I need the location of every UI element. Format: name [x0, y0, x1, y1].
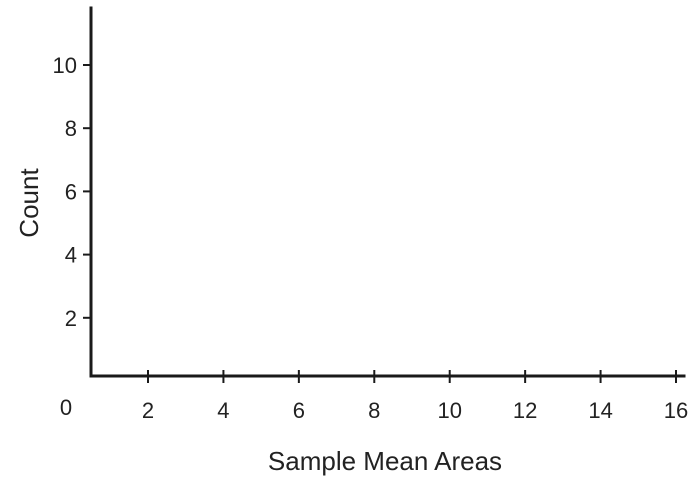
- y-axis-title: Count: [14, 168, 44, 238]
- y-tick-label: 4: [65, 243, 77, 268]
- y-tick-label: 10: [53, 53, 77, 78]
- x-tick-label: 4: [217, 398, 229, 423]
- x-axis-title: Sample Mean Areas: [268, 446, 502, 476]
- x-tick-label: 2: [142, 398, 154, 423]
- y-tick-label: 8: [65, 116, 77, 141]
- x-tick-label: 14: [588, 398, 612, 423]
- y-tick-label: 2: [65, 306, 77, 331]
- x-tick-label: 12: [513, 398, 537, 423]
- origin-label: 0: [60, 395, 72, 420]
- x-tick-label: 8: [368, 398, 380, 423]
- x-tick-label: 16: [664, 398, 688, 423]
- x-axis-ticks: 2 4 6 8 10 12 14 16: [142, 370, 688, 423]
- x-tick-label: 10: [437, 398, 461, 423]
- x-tick-label: 6: [293, 398, 305, 423]
- y-tick-label: 6: [65, 179, 77, 204]
- y-axis-ticks: 2 4 6 8 10: [53, 53, 91, 331]
